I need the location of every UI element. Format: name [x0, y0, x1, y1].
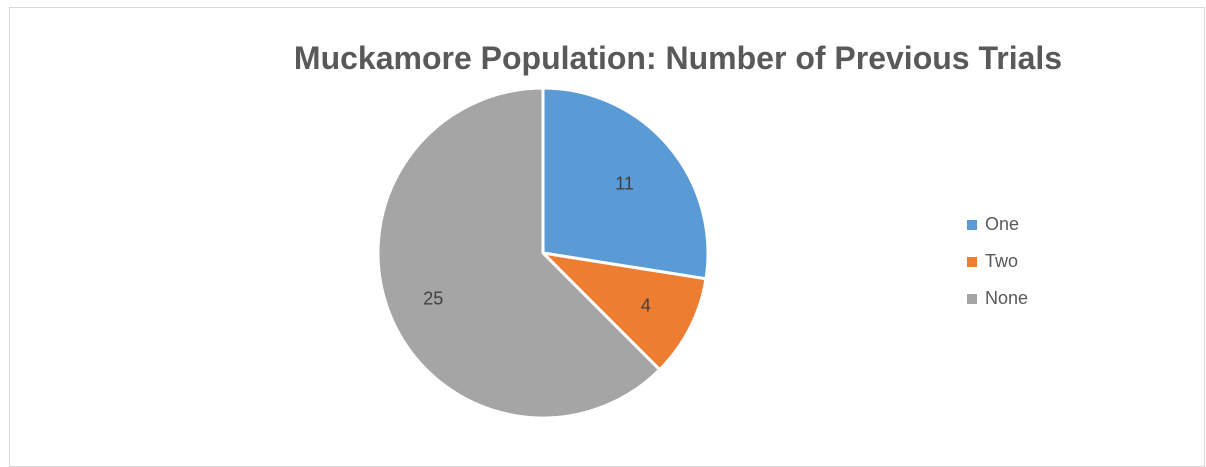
legend-swatch-one: [967, 219, 977, 230]
pie-slice-two: [541, 251, 708, 372]
legend-label-two: Two: [985, 251, 1019, 271]
chart-title: Muckamore Population: Number of Previous…: [293, 40, 1063, 76]
data-label-two: 4: [641, 295, 651, 315]
legend-label-none: None: [985, 288, 1029, 308]
pie-slice-none: [376, 86, 662, 420]
pie-slice-one: [541, 86, 710, 281]
legend: One Two None: [967, 206, 1028, 317]
legend-label-one: One: [985, 214, 1020, 234]
legend-swatch-none: [967, 293, 977, 304]
legend-item-one: One: [967, 206, 1028, 243]
legend-item-two: Two: [967, 243, 1028, 280]
data-label-one: 11: [615, 173, 634, 193]
legend-item-none: None: [967, 280, 1028, 317]
data-label-none: 25: [423, 288, 443, 308]
legend-swatch-two: [967, 256, 977, 267]
